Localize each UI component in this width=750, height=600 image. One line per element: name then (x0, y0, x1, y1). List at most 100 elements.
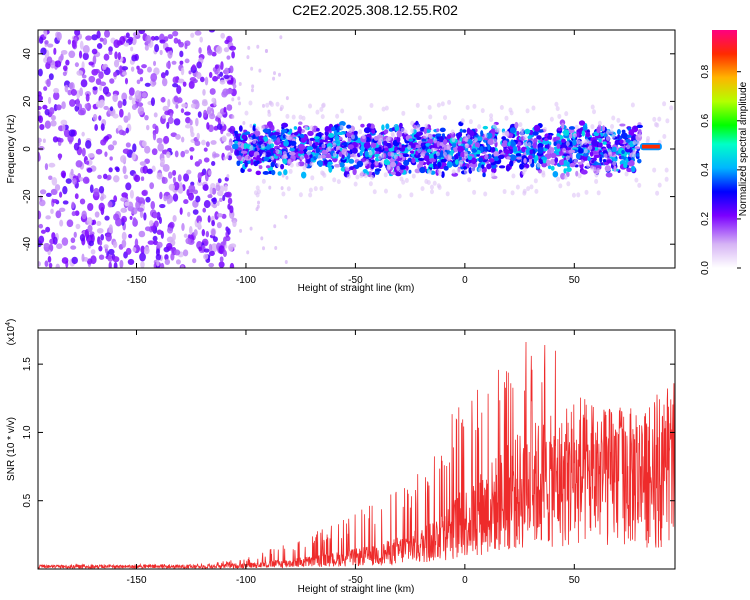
spectrogram-cell (386, 165, 391, 171)
spectrogram-cell (568, 149, 576, 154)
spectrogram-cell (314, 142, 319, 146)
spectrogram-cell (101, 64, 107, 71)
spectrogram-cell (260, 143, 265, 149)
spectrogram-cell (129, 189, 134, 199)
spectrogram-cell (115, 167, 120, 173)
spectrogram-cell (131, 104, 138, 111)
spectrogram-cell (226, 55, 231, 60)
spectrogram-cell (196, 132, 200, 140)
spectrogram-cell (183, 173, 190, 182)
spectrogram-cell (496, 127, 501, 133)
spectrogram-cell (203, 109, 208, 118)
spectrogram-cell (198, 47, 202, 54)
spectrogram-cell (134, 90, 142, 99)
spectrogram-cell (132, 247, 137, 253)
spectrogram-cell (533, 178, 538, 184)
spectrogram-cell (565, 167, 572, 173)
spectrogram-cell (172, 232, 176, 241)
spectrogram-cell (356, 137, 362, 144)
spectrogram-cell (89, 184, 94, 194)
spectrogram-cell (636, 124, 643, 129)
spectrogram-cell (99, 81, 107, 87)
spectrogram-cell (137, 106, 145, 116)
spectrogram-cell (262, 103, 266, 108)
spectrogram-cell (604, 165, 611, 172)
spectrogram-cell (579, 140, 584, 146)
spectrogram-cell (152, 211, 158, 219)
spectrogram-cell (81, 74, 87, 79)
spectrogram-cell (594, 164, 602, 171)
spectrogram-cell (363, 142, 371, 149)
spectrogram-cell (293, 126, 298, 130)
spectrogram-cell (167, 226, 174, 234)
spectrogram-cell (216, 200, 220, 207)
spectrogram-cell (463, 166, 468, 171)
spectrogram-cell (346, 124, 352, 129)
spectrogram-cell (208, 250, 215, 257)
spectrogram-cell (383, 140, 388, 146)
spectrogram-cell (550, 165, 555, 171)
spectrogram-cell (257, 200, 261, 205)
spectrogram-cell (360, 123, 365, 128)
spectrogram-cell (239, 228, 243, 233)
spectrogram-cell (637, 129, 642, 134)
spectrogram-cell (555, 106, 560, 112)
spectrogram-cell (297, 121, 303, 126)
spectrogram-cell (71, 256, 78, 265)
spectrogram-cell (533, 137, 538, 144)
spectrogram-cell (637, 182, 642, 188)
spectrogram-cell (544, 144, 549, 149)
spectrogram-cell (515, 184, 520, 190)
spectrogram-cell (144, 114, 149, 121)
spectrogram-cell (346, 131, 353, 138)
spectrogram-cell (517, 141, 522, 147)
spectrogram-cell (242, 120, 246, 125)
spectrogram-cell (154, 44, 160, 53)
spectrogram-cell (592, 109, 597, 115)
spectrogram-cell (217, 178, 222, 184)
spectrogram-cell (98, 71, 104, 80)
spectrogram-cell (586, 162, 591, 168)
spectrogram-cell (309, 161, 314, 167)
spectrogram-cell (565, 155, 570, 161)
spectrogram-cell (212, 197, 217, 205)
spectrogram-cell (306, 146, 314, 151)
spectrogram-cell (113, 39, 120, 48)
spectrogram-cell (180, 264, 185, 268)
spectrogram-cell (103, 53, 110, 61)
spectrogram-cell (252, 124, 256, 132)
spectrogram-cell (621, 150, 625, 155)
spectrogram-cell (462, 129, 467, 133)
spectrogram-cell (467, 155, 473, 161)
spectrogram-cell (368, 181, 373, 187)
spectrogram-cell (38, 223, 44, 229)
spectrogram-cell (148, 220, 154, 227)
spectrogram-cell (561, 138, 566, 143)
spectrogram-cell (201, 100, 208, 107)
spectrogram-cell (222, 194, 226, 202)
x-tick-label: -150 (126, 275, 146, 286)
spectrogram-cell (128, 87, 135, 96)
spectrogram-cell (134, 238, 139, 248)
spectrogram-cell (616, 117, 621, 123)
spectrogram-cell (364, 150, 369, 158)
spectrogram-cell (262, 170, 270, 175)
spectrogram-cell (503, 149, 511, 155)
spectrogram-cell (194, 30, 202, 36)
spectrogram-cell (70, 245, 77, 250)
spectrogram-cell (429, 145, 435, 149)
spectrogram-cell (138, 30, 146, 35)
spectrogram-cell (569, 162, 576, 168)
spectrogram-cell (527, 155, 533, 160)
spectrogram-cell (557, 127, 563, 132)
spectrogram-cell (191, 99, 199, 104)
spectrogram-cell (62, 71, 67, 77)
spectrogram-cell (481, 164, 485, 169)
x-tick-label: 0 (462, 275, 468, 286)
spectrogram-cell (298, 114, 303, 120)
spectrogram-cell (44, 120, 51, 129)
spectrogram-cell (144, 82, 151, 87)
spectrogram-cell (206, 106, 212, 115)
spectrogram-cell (72, 177, 77, 185)
spectrogram-cell (38, 36, 44, 44)
